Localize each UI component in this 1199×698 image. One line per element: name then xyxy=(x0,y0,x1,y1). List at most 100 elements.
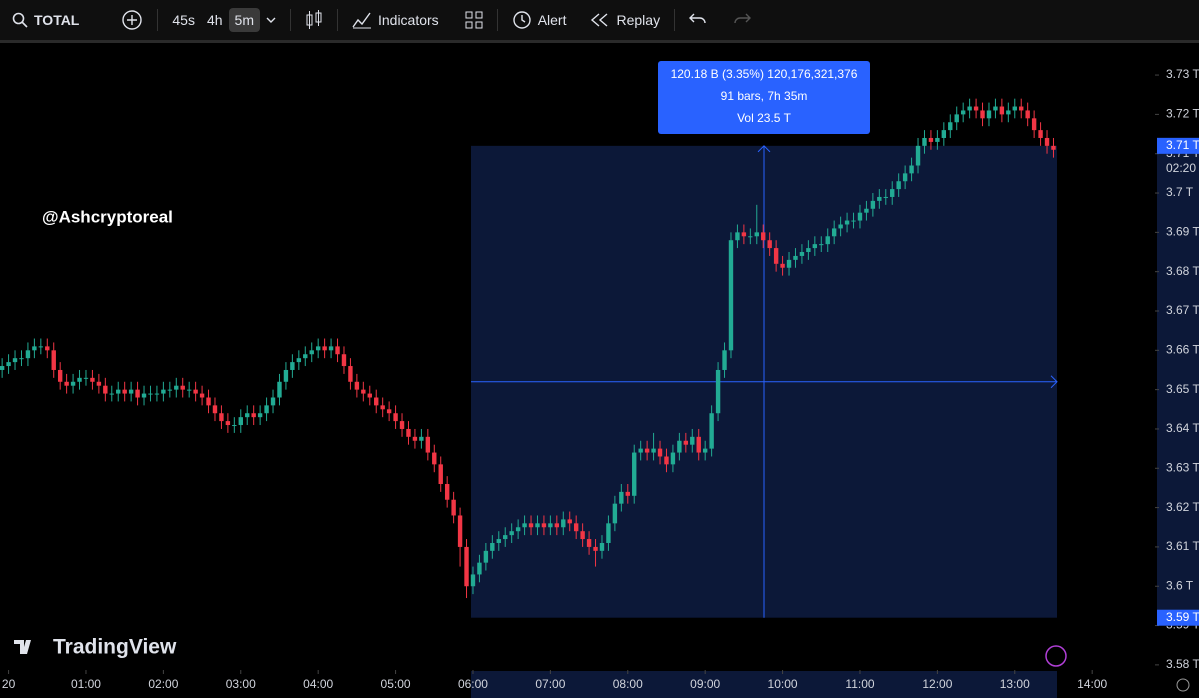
y-tick-label: 3.7 T xyxy=(1166,185,1194,199)
candle-body xyxy=(19,358,24,360)
templates-button[interactable] xyxy=(459,7,489,33)
candle-body xyxy=(838,224,843,229)
candle-body xyxy=(232,425,237,427)
candle-body xyxy=(586,539,592,547)
countdown: 02:20 xyxy=(1166,161,1196,175)
symbol-search[interactable]: TOTAL xyxy=(6,8,85,32)
candle-body xyxy=(683,440,689,445)
candle-body xyxy=(219,413,224,422)
candle-body xyxy=(425,436,431,453)
candle-body xyxy=(77,377,82,382)
candle-body xyxy=(941,130,947,138)
x-tick-label: 12:00 xyxy=(922,677,952,691)
y-tick-label: 3.63 T xyxy=(1166,460,1199,474)
candle-body xyxy=(632,452,637,496)
interval[interactable]: 45s xyxy=(172,12,195,28)
candle-body xyxy=(257,413,263,418)
candle-body xyxy=(412,436,418,441)
indicators-button[interactable]: Indicators xyxy=(346,7,445,33)
candle-body xyxy=(315,346,321,351)
candle-body xyxy=(199,393,205,398)
candle-body xyxy=(296,358,302,363)
candle-body xyxy=(438,464,443,485)
interval[interactable]: 4h xyxy=(206,12,223,28)
candle-body xyxy=(696,436,701,453)
candle-body xyxy=(51,350,56,370)
candle-body xyxy=(735,232,740,241)
candle-body xyxy=(1031,118,1037,131)
candle-body xyxy=(225,421,231,426)
candle-body xyxy=(406,428,411,437)
candle-body xyxy=(490,542,495,551)
time-axis-range xyxy=(471,671,1057,698)
candle-body xyxy=(664,456,669,465)
separator xyxy=(674,9,676,31)
candle-body xyxy=(193,389,198,394)
candle-body xyxy=(702,448,708,453)
candle-body xyxy=(657,448,663,457)
candle-body xyxy=(57,369,63,382)
candle-body xyxy=(870,200,876,209)
candle-body xyxy=(954,114,959,123)
candle-body xyxy=(973,106,979,111)
measure-text: 120.18 B (3.35%) 120,176,321,376 xyxy=(671,67,858,81)
x-tick-label: 04:00 xyxy=(303,677,333,691)
x-tick-label: 14:00 xyxy=(1077,677,1107,691)
replay-button[interactable]: Replay xyxy=(584,8,666,32)
candle-body xyxy=(148,393,153,395)
indicators-label: Indicators xyxy=(377,12,439,28)
candle-body xyxy=(967,106,972,111)
candle-body xyxy=(12,358,18,363)
candle-body xyxy=(509,531,514,536)
candle-body xyxy=(238,417,243,426)
y-tick-label: 3.67 T xyxy=(1166,303,1199,317)
logo: TradingView xyxy=(14,636,177,659)
y-tick-label: 3.65 T xyxy=(1166,382,1199,396)
undo-button[interactable] xyxy=(683,9,713,31)
candle-body xyxy=(915,145,921,166)
logo-mark xyxy=(14,640,31,654)
interval[interactable]: 5m xyxy=(228,8,260,32)
candle-body xyxy=(128,389,134,394)
indicators-icon xyxy=(352,12,371,29)
candle-body xyxy=(1038,130,1043,138)
measure-text: Vol 23.5 T xyxy=(737,111,791,125)
candle-body xyxy=(909,165,914,174)
y-tick-label: 3.73 T xyxy=(1166,67,1199,81)
candle-body xyxy=(328,346,334,351)
candle-body xyxy=(567,519,572,524)
chevron-icon xyxy=(266,17,276,23)
replay-icon xyxy=(591,13,608,27)
candle-body xyxy=(245,413,250,418)
separator xyxy=(157,9,159,31)
plus-icon xyxy=(122,10,143,30)
separator xyxy=(496,9,498,31)
candle-body xyxy=(741,232,747,237)
alert-button[interactable]: Alert xyxy=(506,6,573,34)
candle-body xyxy=(0,366,5,370)
candle-body xyxy=(251,413,256,418)
chart-type-button[interactable] xyxy=(299,6,329,34)
candle-body xyxy=(793,255,798,260)
candle-body xyxy=(535,523,540,528)
interval-menu[interactable] xyxy=(260,11,282,29)
candle-body xyxy=(283,369,289,382)
candle-body xyxy=(812,244,818,249)
candle-body xyxy=(380,405,385,410)
search-icon xyxy=(12,12,28,28)
candle-body xyxy=(638,448,643,453)
candle-body xyxy=(496,539,501,543)
x-tick-label: 01:00 xyxy=(71,677,101,691)
candle-body xyxy=(890,189,895,197)
price-label: 3.71 T xyxy=(1166,138,1199,152)
price-label: 3.59 T xyxy=(1166,610,1199,624)
candle-body xyxy=(960,110,966,115)
candle-body xyxy=(109,393,114,395)
candle-body xyxy=(786,259,792,268)
redo-button[interactable] xyxy=(727,9,757,31)
candle-body xyxy=(722,350,727,370)
compare-button[interactable] xyxy=(115,5,149,35)
candle-body xyxy=(728,240,734,351)
candle-body xyxy=(483,550,489,563)
y-tick-label: 3.61 T xyxy=(1166,539,1199,553)
